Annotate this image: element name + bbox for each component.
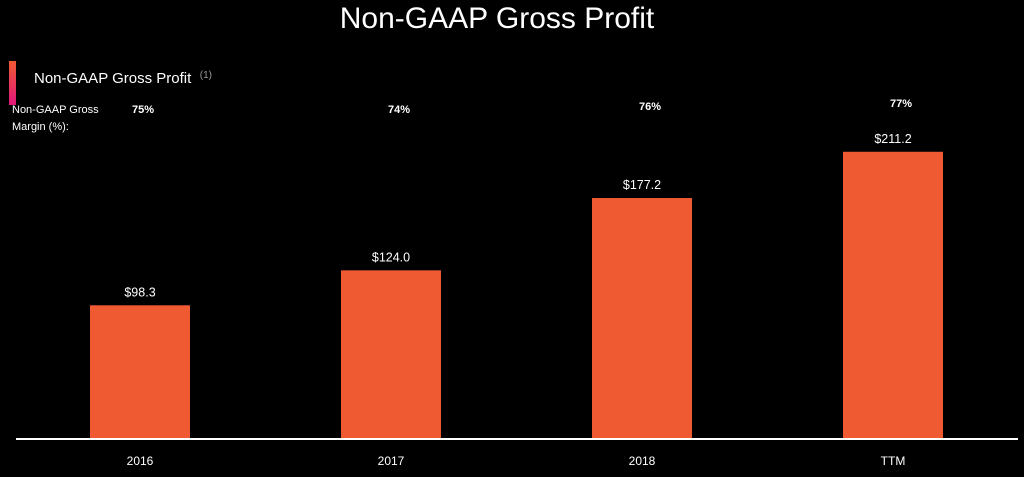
margin-value-2017: 74% (388, 104, 410, 116)
data-label-2017: $124.0 (372, 250, 410, 264)
margin-row-label-line1: Non-GAAP Gross (12, 104, 99, 116)
legend-swatch (9, 61, 16, 105)
bar-2018 (592, 198, 692, 439)
x-tick-2018: 2018 (629, 454, 656, 468)
data-label-ttm: $211.2 (874, 132, 911, 146)
legend-label: Non-GAAP Gross Profit (1) (34, 70, 212, 87)
x-tick-2017: 2017 (378, 454, 405, 468)
x-tick-ttm: TTM (881, 454, 906, 468)
bar-ttm (843, 151, 943, 439)
margin-value-2016: 75% (132, 104, 154, 116)
bar-2016 (90, 305, 190, 439)
margin-value-ttm: 77% (890, 98, 912, 110)
legend-label-text: Non-GAAP Gross Profit (34, 70, 192, 87)
legend-superscript: (1) (200, 70, 212, 81)
data-label-2016: $98.3 (124, 285, 155, 299)
margin-values-group: 75% 74% 76% 77% (132, 98, 912, 116)
bar-2017 (341, 270, 441, 439)
chart-title: Non-GAAP Gross Profit (340, 2, 655, 35)
x-axis-ticks: 2016 2017 2018 TTM (127, 454, 906, 468)
margin-row-label-line2: Margin (%): (12, 121, 69, 133)
data-label-2018: $177.2 (623, 178, 661, 192)
data-labels-group: $98.3 $124.0 $177.2 $211.2 (124, 132, 911, 300)
bars-group (90, 151, 943, 439)
x-tick-2016: 2016 (127, 454, 154, 468)
margin-value-2018: 76% (639, 101, 661, 113)
